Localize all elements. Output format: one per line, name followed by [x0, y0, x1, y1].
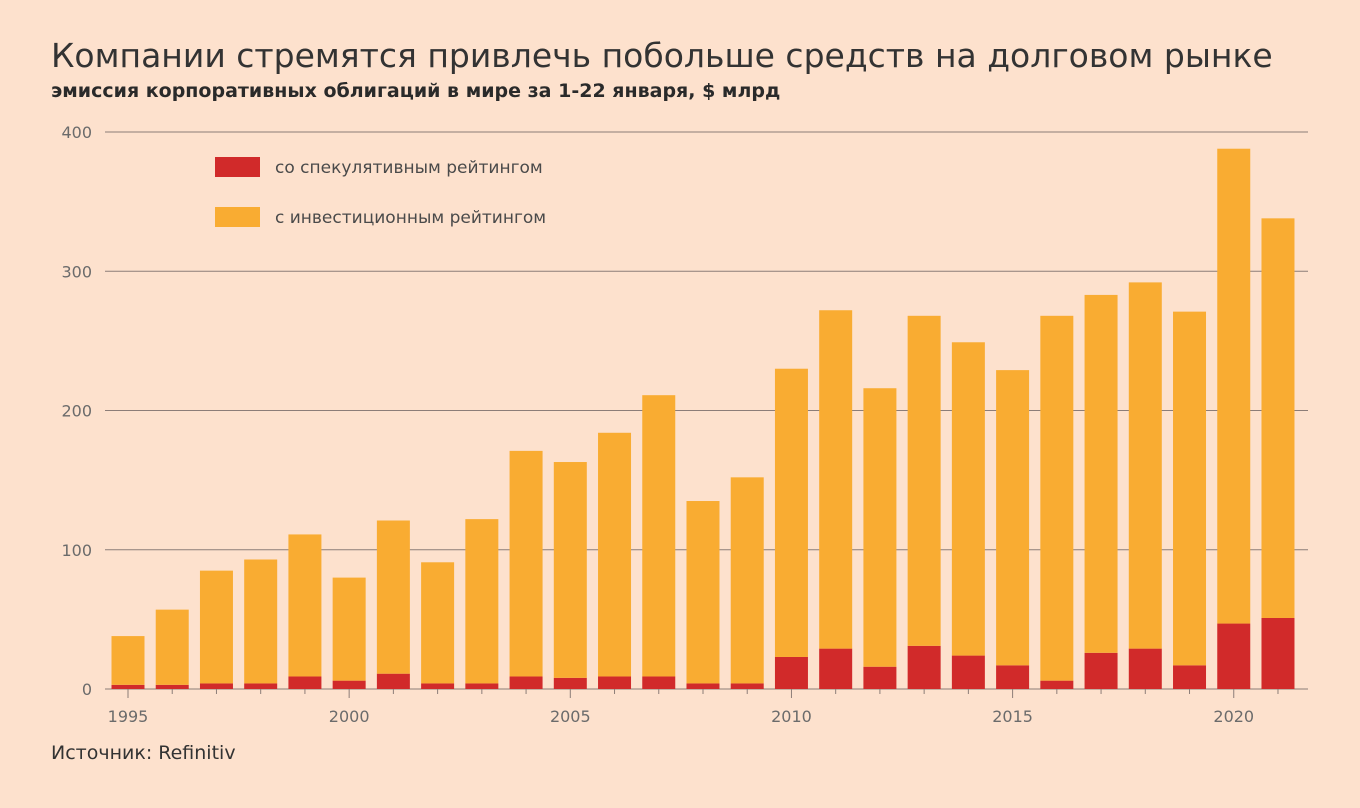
- bar-speculative-2006: [598, 676, 632, 689]
- bar-speculative-2002: [421, 683, 455, 689]
- bar-investment-2009: [730, 477, 764, 684]
- x-tick-label: 1995: [108, 707, 149, 726]
- bar-speculative-1996: [155, 684, 189, 689]
- y-tick-label: 300: [61, 262, 92, 281]
- bar-speculative-2021: [1261, 617, 1295, 689]
- bar-investment-2019: [1173, 311, 1207, 666]
- bar-investment-1997: [199, 570, 233, 684]
- y-tick-label: 400: [61, 123, 92, 142]
- bar-speculative-1998: [244, 683, 278, 689]
- bar-investment-2003: [465, 519, 499, 684]
- legend: со спекулятивным рейтингом с инвестиционн…: [215, 157, 546, 228]
- bar-investment-2008: [686, 501, 720, 684]
- bar-speculative-2004: [509, 676, 543, 689]
- bar-speculative-1995: [111, 684, 145, 689]
- legend-swatch-speculative: [215, 157, 260, 177]
- bar-speculative-2000: [332, 680, 366, 689]
- bar-investment-1996: [155, 609, 189, 685]
- legend-label-speculative: со спекулятивным рейтингом: [275, 158, 543, 178]
- source-note: Источник: Refinitiv: [51, 742, 236, 764]
- bar-speculative-2003: [465, 683, 499, 689]
- bars: [111, 148, 1295, 689]
- bar-investment-2006: [598, 432, 632, 677]
- x-tick-label: 2020: [1213, 707, 1254, 726]
- bar-investment-2013: [907, 315, 941, 646]
- bar-speculative-2010: [774, 656, 808, 689]
- bar-speculative-2016: [1040, 680, 1074, 689]
- bar-investment-2017: [1084, 294, 1118, 653]
- bar-speculative-2009: [730, 683, 764, 689]
- x-axis: 1995 2000 2005 2010 2015 2020: [108, 689, 1279, 726]
- legend-label-investment: с инвестиционным рейтингом: [275, 208, 546, 228]
- bar-investment-2001: [376, 520, 410, 674]
- bar-speculative-2018: [1128, 648, 1162, 689]
- bar-investment-2007: [642, 395, 676, 677]
- bar-investment-2011: [819, 310, 853, 649]
- bar-investment-2000: [332, 577, 366, 681]
- chart-title: Компании стремятся привлечь побольше сре…: [51, 36, 1273, 75]
- bar-speculative-2019: [1173, 665, 1207, 689]
- bar-speculative-2012: [863, 666, 897, 689]
- bar-speculative-2011: [819, 648, 853, 689]
- y-tick-label: 0: [82, 680, 92, 699]
- x-tick-label: 2000: [329, 707, 370, 726]
- y-tick-label: 100: [61, 541, 92, 560]
- bar-investment-1995: [111, 636, 145, 685]
- x-tick-label: 2015: [992, 707, 1033, 726]
- bar-investment-2005: [553, 462, 587, 678]
- bar-speculative-2014: [951, 655, 985, 689]
- y-tick-label: 200: [61, 402, 92, 421]
- bar-investment-1999: [288, 534, 322, 677]
- bar-speculative-1997: [199, 683, 233, 689]
- legend-swatch-investment: [215, 207, 260, 227]
- bar-speculative-2020: [1217, 623, 1251, 689]
- bar-investment-2020: [1217, 148, 1251, 624]
- bar-speculative-2008: [686, 683, 720, 689]
- bar-speculative-2015: [996, 665, 1030, 689]
- x-tick-label: 2005: [550, 707, 591, 726]
- bar-investment-2021: [1261, 218, 1295, 618]
- bar-investment-1998: [244, 559, 278, 684]
- x-tick-label: 2010: [771, 707, 812, 726]
- bar-speculative-2001: [376, 673, 410, 689]
- bar-investment-2018: [1128, 282, 1162, 649]
- bar-investment-2016: [1040, 315, 1074, 681]
- bar-speculative-2013: [907, 645, 941, 689]
- bar-investment-2015: [996, 370, 1030, 666]
- bar-speculative-2007: [642, 676, 676, 689]
- bar-investment-2010: [774, 368, 808, 657]
- bar-investment-2012: [863, 388, 897, 667]
- bar-speculative-2005: [553, 677, 587, 689]
- bar-investment-2002: [421, 562, 455, 684]
- bar-speculative-2017: [1084, 652, 1118, 689]
- bar-speculative-1999: [288, 676, 322, 689]
- bar-investment-2014: [951, 342, 985, 656]
- bar-investment-2004: [509, 450, 543, 677]
- chart-subtitle: эмиссия корпоративных облигаций в мире з…: [51, 80, 781, 102]
- y-axis-ticks: 0 100 200 300 400: [61, 123, 92, 699]
